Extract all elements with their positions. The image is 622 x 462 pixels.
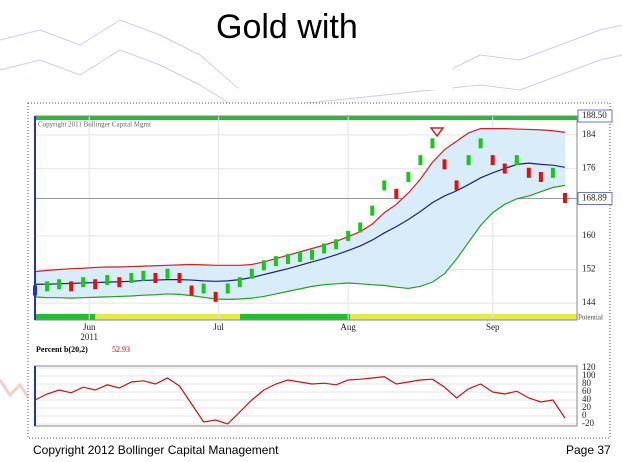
y-tick-label: 80 xyxy=(582,378,592,388)
signal-marker xyxy=(429,127,445,138)
series-line xyxy=(34,184,566,300)
last-value-label: 168.89 xyxy=(582,193,607,203)
indicator-title: Percent b(20,2) xyxy=(36,345,88,354)
tick-box xyxy=(577,109,613,123)
page-number: Page 37 xyxy=(566,443,611,457)
x-sublabel: 2011 xyxy=(80,332,98,342)
y-tick-label: 100 xyxy=(582,370,596,380)
price-bar xyxy=(117,277,122,288)
footer: Copyright 2012 Bollinger Capital Managem… xyxy=(33,443,279,457)
indicator-last-value: 52.93 xyxy=(112,345,130,354)
price-bar xyxy=(514,155,519,166)
cover-box xyxy=(238,48,452,90)
price-bar xyxy=(550,167,555,178)
y-tick-label: 20 xyxy=(582,402,592,412)
y-tick-label: 144 xyxy=(582,297,596,307)
price-bar xyxy=(165,268,170,279)
price-bar xyxy=(93,279,98,290)
chart-note: Copyright 2011 Bollinger Capital Mgmt xyxy=(38,121,151,129)
price-bar xyxy=(466,155,471,166)
series-line xyxy=(35,162,566,285)
price-bar xyxy=(430,138,435,149)
series-line xyxy=(34,128,566,273)
price-bar xyxy=(478,138,483,149)
price-bar xyxy=(105,275,110,286)
y-tick-label: -20 xyxy=(582,418,594,428)
price-bar xyxy=(141,270,146,281)
price-bar xyxy=(273,256,278,267)
price-bar xyxy=(502,163,507,174)
price-bar xyxy=(382,180,387,191)
volume-strip xyxy=(35,314,95,320)
x-tick-label: Jul xyxy=(213,322,224,332)
cover-box xyxy=(368,6,452,50)
y-tick-label: 188.50 xyxy=(582,110,607,120)
tick-box xyxy=(577,191,613,205)
slide-title: Gold with xyxy=(216,8,358,46)
price-bar xyxy=(177,272,182,283)
volume-strip xyxy=(240,314,350,320)
price-bar xyxy=(442,159,447,170)
y-tick-label: 60 xyxy=(582,386,592,396)
price-bar xyxy=(261,260,266,271)
signal-strip xyxy=(35,116,577,120)
band-shade xyxy=(35,128,565,300)
price-bar xyxy=(418,155,423,166)
y-tick-label: 176 xyxy=(582,163,596,173)
price-bar xyxy=(346,230,351,241)
price-bar xyxy=(81,277,86,288)
price-bar xyxy=(562,193,567,204)
price-bar xyxy=(237,277,242,288)
y-tick-label: 160 xyxy=(582,230,596,240)
price-bar xyxy=(153,272,158,283)
x-tick-label: Sep xyxy=(486,322,500,332)
y-tick-label: 120 xyxy=(582,362,596,372)
price-bar xyxy=(57,279,62,290)
price-bar xyxy=(322,243,327,254)
y-tick-label: 152 xyxy=(582,264,596,274)
price-bar xyxy=(285,254,290,265)
price-bar xyxy=(358,222,363,233)
price-bar xyxy=(69,281,74,292)
price-bar xyxy=(370,205,375,216)
price-bar xyxy=(538,171,543,182)
x-tick-label: Jun xyxy=(83,322,96,332)
price-bar xyxy=(454,180,459,191)
price-bar xyxy=(249,268,254,279)
price-bar xyxy=(225,283,230,294)
price-bar xyxy=(213,291,218,302)
price-bar xyxy=(406,171,411,182)
price-bar xyxy=(297,251,302,262)
price-bar xyxy=(189,285,194,296)
series-line xyxy=(34,376,566,425)
y-tick-label: 184 xyxy=(582,129,596,139)
price-bar xyxy=(310,249,315,260)
y-tick-label: 0 xyxy=(582,410,587,420)
price-bar xyxy=(45,281,50,292)
price-bar xyxy=(334,239,339,250)
price-bar xyxy=(490,155,495,166)
x-tick-label: Aug xyxy=(340,322,356,332)
price-bar xyxy=(201,283,206,294)
y-tick-label: 40 xyxy=(582,394,592,404)
price-bar xyxy=(394,188,399,199)
price-bar xyxy=(129,272,134,283)
volume-label: Potential xyxy=(578,314,603,322)
price-bar xyxy=(526,167,531,178)
